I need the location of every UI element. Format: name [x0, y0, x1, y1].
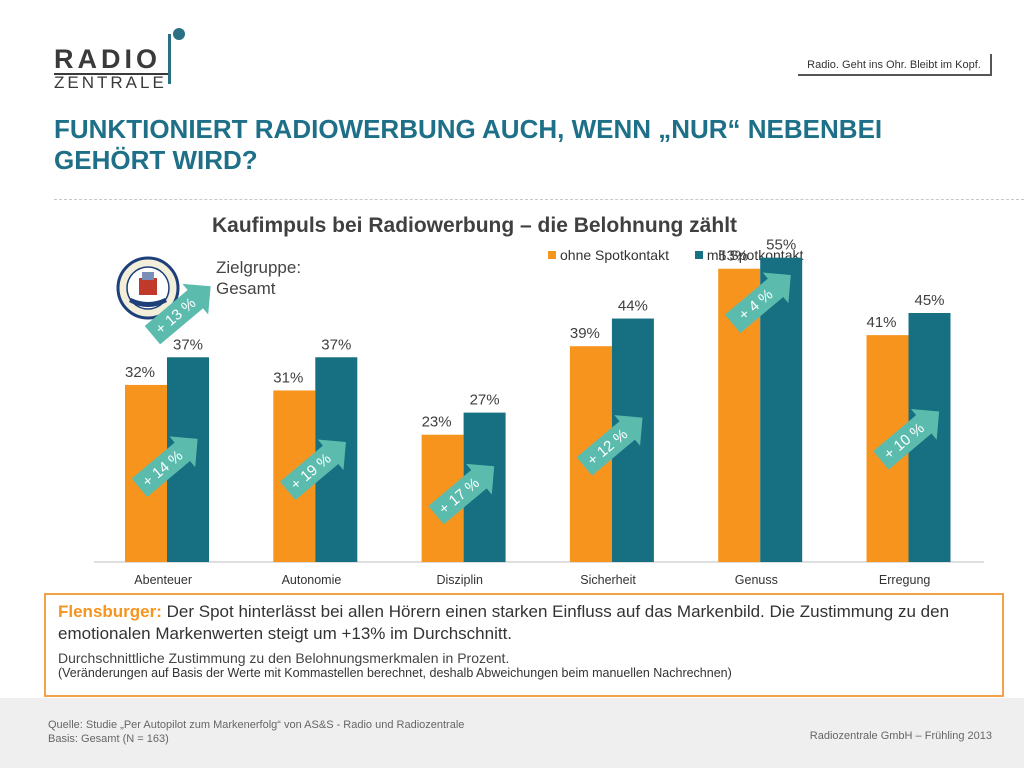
legend-swatch-ohne: [548, 251, 556, 259]
data-label-ohne-genuss: 53%: [718, 248, 748, 265]
change-arrow-abenteuer-shape: [131, 436, 198, 497]
callout-subtext: Durchschnittliche Zustimmung zu den Belo…: [58, 649, 510, 666]
logo-wordmark-radio: RADIO: [54, 44, 161, 74]
target-group-line2: Gesamt: [216, 279, 276, 299]
change-arrow-erregung-shape: [873, 409, 940, 470]
change-arrow-sicherheit-shape: [576, 415, 643, 476]
change-arrow-disziplin-shape: [428, 463, 495, 525]
data-label-mit-autonomie: 37%: [321, 336, 351, 353]
x-tick-label-disziplin: Disziplin: [436, 573, 483, 587]
target-group-line1: Zielgruppe:: [216, 258, 302, 277]
source-note: Quelle: Studie „Per Autopilot zum Marken…: [48, 718, 464, 747]
overall-change-arrow-shape: [144, 283, 211, 345]
bar-chart: 32%37%Abenteuer+ 14 %31%37%Autonomie+ 19…: [94, 237, 984, 587]
page-title: FUNKTIONIERT RADIOWERBUNG AUCH, WENN „NU…: [54, 114, 883, 176]
callout-box: Flensburger: Der Spot hinterlässt bei al…: [44, 593, 1004, 697]
logo-rule: [54, 73, 170, 75]
x-tick-label-sicherheit: Sicherheit: [580, 573, 636, 587]
data-label-mit-disziplin: 27%: [470, 392, 500, 409]
data-label-ohne-sicherheit: 39%: [570, 325, 600, 342]
chart-title: Kaufimpuls bei Radiowerbung – die Belohn…: [212, 214, 738, 237]
logo-wordmark-zentrale: ZENTRALE: [54, 73, 167, 92]
x-tick-label-autonomie: Autonomie: [282, 573, 342, 587]
data-label-ohne-autonomie: 31%: [273, 369, 303, 386]
data-label-mit-abenteuer: 37%: [173, 336, 203, 353]
data-label-mit-sicherheit: 44%: [618, 298, 648, 315]
data-label-mit-erregung: 45%: [914, 292, 944, 309]
flensburger-pilsener-seal-icon: [116, 256, 180, 320]
title-divider: [54, 199, 1024, 200]
callout-main-text: Flensburger: Der Spot hinterlässt bei al…: [58, 601, 990, 645]
data-label-ohne-disziplin: 23%: [422, 414, 452, 431]
change-arrow-genuss-shape: [724, 272, 791, 334]
x-tick-label-genuss: Genuss: [735, 573, 778, 587]
radiozentrale-logo: RADIO ZENTRALE: [54, 28, 194, 91]
callout-note: (Veränderungen auf Basis der Werte mit K…: [58, 666, 732, 681]
data-label-mit-genuss: 55%: [766, 237, 796, 254]
source-line-2: Basis: Gesamt (N = 163): [48, 733, 169, 746]
legend-item-ohne: ohne Spotkontakt: [548, 247, 669, 263]
slogan: Radio. Geht ins Ohr. Bleibt im Kopf.: [798, 54, 992, 76]
legend-label-ohne: ohne Spotkontakt: [560, 247, 669, 263]
legend-swatch-mit: [694, 251, 703, 259]
change-arrow-autonomie-shape: [280, 439, 346, 500]
footer-band: [0, 698, 1024, 768]
company-note: Radiozentrale GmbH – Frühling 2013: [809, 730, 992, 742]
data-label-ohne-abenteuer: 32%: [125, 364, 155, 381]
callout-lead: Flensburger:: [58, 602, 162, 621]
x-tick-label-abenteuer: Abenteuer: [134, 573, 192, 587]
callout-text: Der Spot hinterlässt bei allen Hörern ei…: [58, 602, 950, 643]
data-label-ohne-erregung: 41%: [866, 314, 896, 331]
target-group-label: Zielgruppe: Gesamt: [216, 257, 301, 300]
logo-bar: [168, 34, 171, 84]
x-tick-label-erregung: Erregung: [879, 573, 930, 587]
source-line-1: Quelle: Studie „Per Autopilot zum Marken…: [48, 719, 465, 731]
logo-dot: [173, 28, 185, 40]
